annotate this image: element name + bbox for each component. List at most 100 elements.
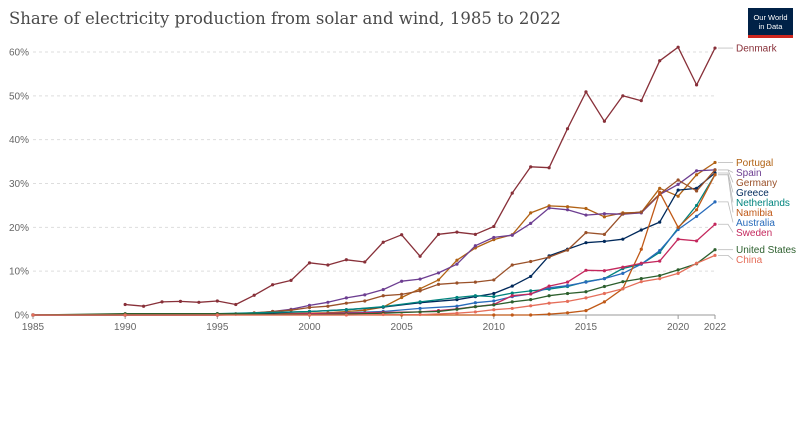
data-point[interactable] (658, 259, 662, 263)
series-line[interactable] (33, 169, 716, 316)
data-point[interactable] (123, 302, 127, 307)
data-point[interactable] (363, 308, 367, 312)
data-point[interactable] (694, 169, 699, 173)
data-point[interactable] (529, 304, 533, 308)
data-point[interactable] (676, 178, 680, 182)
data-point[interactable] (344, 308, 348, 312)
data-point[interactable] (639, 210, 643, 214)
data-point[interactable] (713, 253, 717, 257)
data-point[interactable] (473, 305, 477, 309)
data-point[interactable] (492, 308, 496, 312)
data-point[interactable] (694, 261, 699, 265)
data-point[interactable] (492, 294, 496, 299)
data-point[interactable] (31, 313, 35, 317)
data-point[interactable] (473, 280, 477, 284)
data-point[interactable] (455, 298, 459, 302)
data-point[interactable] (639, 228, 643, 232)
series-namibia[interactable] (31, 173, 717, 317)
data-point[interactable] (492, 278, 496, 282)
data-point[interactable] (639, 277, 643, 281)
data-point[interactable] (602, 119, 607, 123)
data-point[interactable] (363, 260, 367, 264)
data-point[interactable] (565, 311, 570, 315)
series-line[interactable] (33, 169, 716, 316)
data-point[interactable] (307, 261, 312, 265)
data-point[interactable] (565, 248, 570, 252)
data-point[interactable] (621, 237, 625, 241)
data-point[interactable] (510, 313, 514, 317)
data-point[interactable] (676, 45, 680, 49)
data-point[interactable] (621, 287, 625, 291)
data-point[interactable] (658, 220, 662, 224)
data-point[interactable] (713, 173, 717, 177)
data-point[interactable] (436, 282, 441, 286)
series-line[interactable] (33, 172, 716, 316)
data-point[interactable] (584, 290, 588, 294)
series-china[interactable] (31, 253, 717, 317)
data-point[interactable] (694, 173, 699, 177)
data-point[interactable] (529, 298, 533, 302)
data-point[interactable] (307, 313, 312, 317)
data-point[interactable] (455, 307, 459, 311)
data-point[interactable] (271, 283, 275, 287)
series-portugal[interactable] (31, 160, 717, 317)
data-point[interactable] (658, 190, 662, 194)
data-point[interactable] (455, 295, 459, 300)
data-point[interactable] (565, 208, 570, 212)
data-point[interactable] (529, 313, 533, 317)
data-point[interactable] (639, 99, 643, 103)
data-point[interactable] (381, 294, 385, 298)
data-point[interactable] (547, 301, 551, 305)
data-point[interactable] (547, 294, 551, 298)
series-line[interactable] (33, 174, 716, 316)
data-point[interactable] (676, 182, 680, 186)
data-point[interactable] (547, 166, 551, 170)
data-point[interactable] (344, 301, 348, 305)
data-point[interactable] (381, 240, 385, 244)
data-point[interactable] (713, 248, 717, 252)
data-point[interactable] (584, 296, 588, 300)
data-point[interactable] (676, 227, 680, 232)
data-point[interactable] (400, 279, 404, 283)
data-point[interactable] (584, 268, 588, 272)
data-point[interactable] (713, 160, 717, 165)
data-point[interactable] (326, 304, 330, 308)
data-point[interactable] (252, 293, 256, 297)
data-point[interactable] (141, 304, 146, 308)
owid-logo[interactable]: Our World in Data (748, 8, 793, 38)
data-point[interactable] (621, 265, 625, 269)
data-point[interactable] (307, 305, 312, 310)
data-point[interactable] (694, 239, 699, 243)
data-point[interactable] (694, 186, 699, 190)
data-point[interactable] (381, 312, 385, 317)
data-point[interactable] (529, 292, 533, 296)
data-point[interactable] (676, 194, 680, 198)
data-point[interactable] (565, 205, 570, 209)
data-point[interactable] (565, 127, 570, 131)
data-point[interactable] (713, 168, 717, 172)
data-point[interactable] (510, 291, 514, 295)
data-point[interactable] (215, 299, 219, 303)
data-point[interactable] (436, 309, 441, 314)
data-point[interactable] (676, 188, 680, 192)
data-point[interactable] (602, 215, 607, 219)
data-point[interactable] (436, 278, 441, 282)
data-point[interactable] (418, 254, 422, 258)
data-point[interactable] (455, 281, 459, 285)
data-point[interactable] (639, 261, 643, 265)
data-point[interactable] (584, 280, 588, 284)
data-point[interactable] (602, 277, 607, 281)
data-point[interactable] (492, 224, 496, 229)
data-point[interactable] (602, 232, 607, 236)
data-point[interactable] (455, 311, 459, 315)
data-point[interactable] (381, 287, 385, 292)
data-point[interactable] (529, 165, 533, 169)
data-point[interactable] (602, 212, 607, 216)
data-point[interactable] (418, 306, 422, 311)
data-point[interactable] (529, 211, 533, 215)
data-point[interactable] (694, 208, 699, 212)
data-point[interactable] (602, 239, 607, 243)
data-point[interactable] (326, 263, 330, 267)
data-point[interactable] (676, 271, 680, 275)
data-point[interactable] (289, 308, 293, 312)
